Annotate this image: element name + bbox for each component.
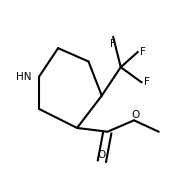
Text: F: F — [144, 77, 149, 87]
Text: HN: HN — [16, 72, 31, 82]
Text: F: F — [140, 47, 146, 57]
Text: F: F — [110, 39, 116, 49]
Text: O: O — [132, 110, 140, 120]
Text: O: O — [98, 150, 106, 160]
